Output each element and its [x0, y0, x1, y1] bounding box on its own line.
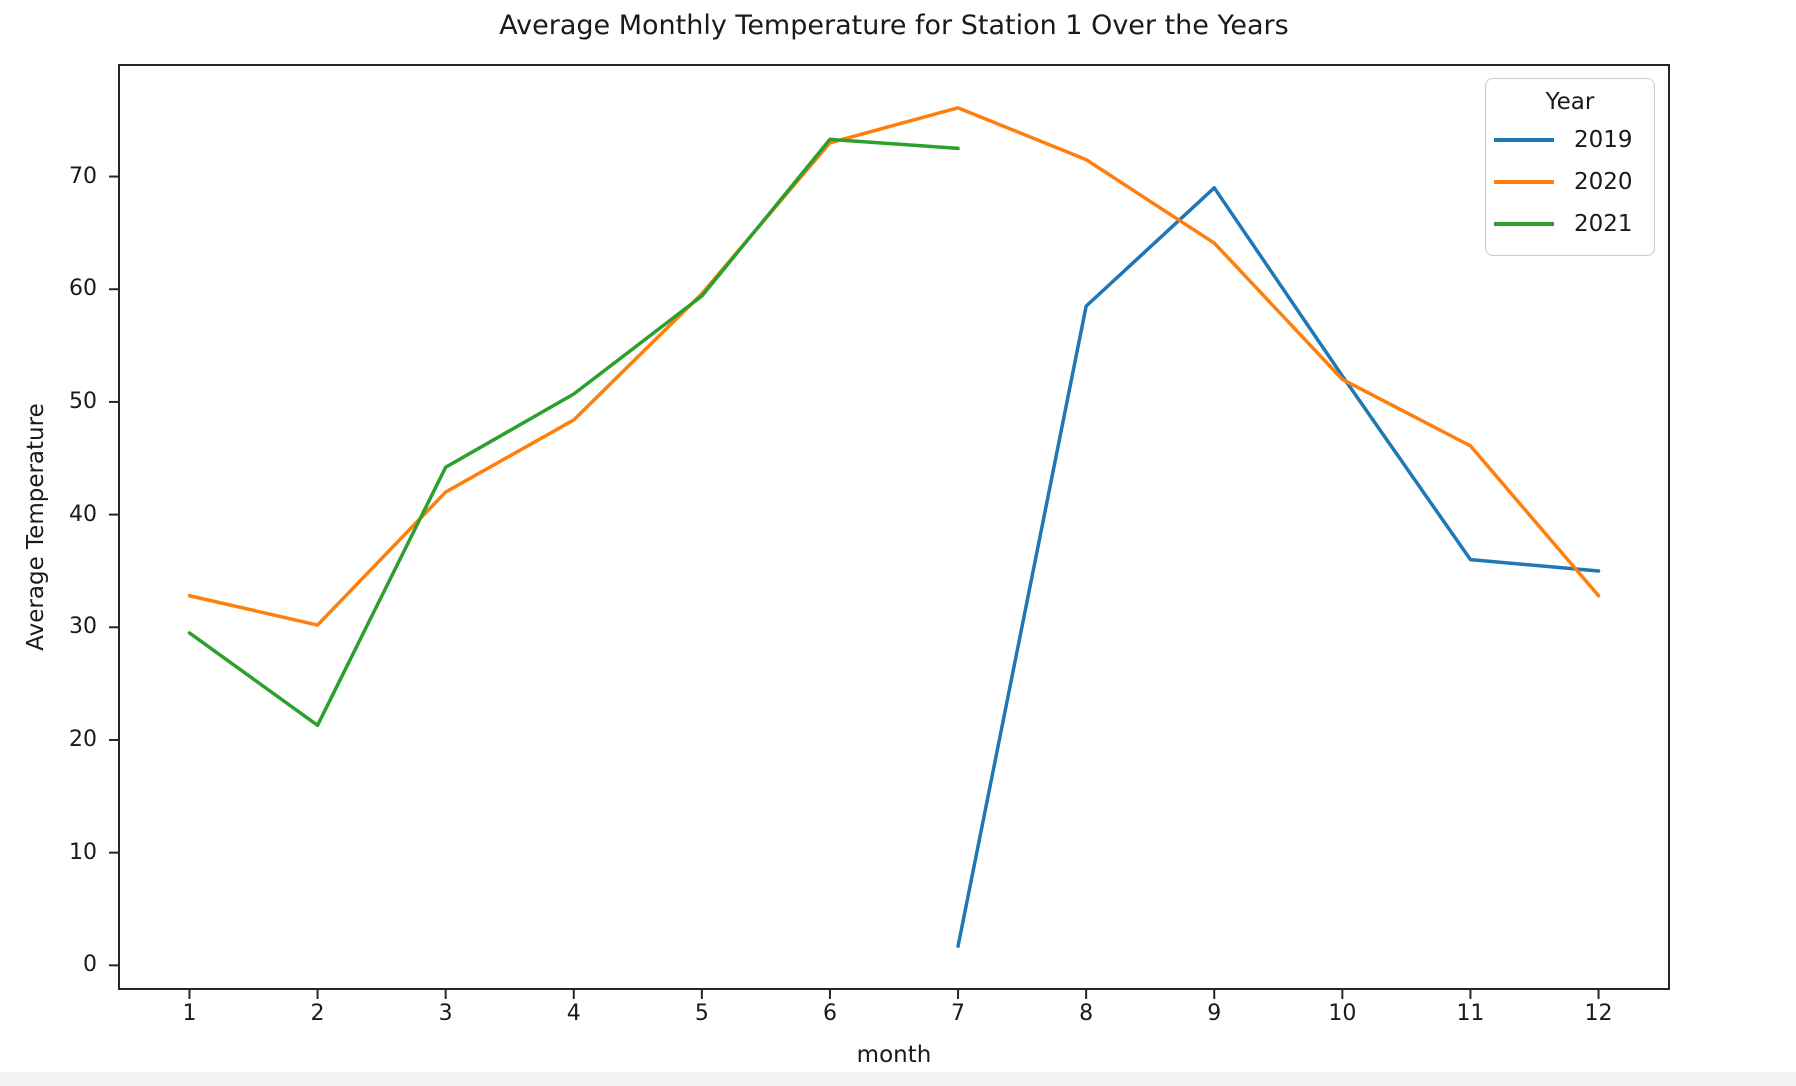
x-tick-label: 10	[1328, 1001, 1357, 1026]
line-2020	[187, 106, 1601, 627]
x-tick-label: 11	[1456, 1001, 1485, 1026]
line-2021	[187, 137, 960, 728]
y-tick-label: 60	[69, 276, 97, 302]
x-tick-label: 7	[951, 1001, 966, 1026]
x-tick-label: 4	[566, 1001, 581, 1026]
legend: Year 2019 2020 2021	[1485, 78, 1655, 256]
x-tick-label: 6	[822, 1001, 837, 1026]
x-tick-label: 8	[1079, 1001, 1094, 1026]
y-tick-label: 70	[69, 163, 97, 189]
plot-border	[118, 64, 1670, 990]
legend-entry-2020: 2020	[1486, 161, 1654, 203]
legend-title: Year	[1545, 89, 1595, 115]
window-bottom-strip	[0, 1072, 1796, 1086]
x-tick-label: 2	[310, 1001, 325, 1026]
x-axis-label: month	[856, 1042, 932, 1068]
legend-line-swatch	[1494, 222, 1554, 226]
x-tick-label: 3	[438, 1001, 453, 1026]
y-tick-label: 30	[69, 614, 97, 640]
y-tick-label: 0	[83, 952, 97, 978]
legend-entry-2019: 2019	[1486, 119, 1654, 161]
x-tick-label: 12	[1584, 1001, 1613, 1026]
x-tick-label: 9	[1207, 1001, 1222, 1026]
x-tick-label: 1	[182, 1001, 197, 1026]
y-tick-label: 20	[69, 726, 97, 752]
y-tick-label: 10	[69, 839, 97, 865]
legend-entry-label: 2019	[1574, 127, 1633, 153]
y-tick-label: 50	[69, 388, 97, 414]
legend-entry-2021: 2021	[1486, 203, 1654, 245]
legend-entry-label: 2021	[1574, 211, 1633, 237]
line-2019	[956, 186, 1601, 948]
y-tick-label: 40	[69, 501, 97, 527]
legend-line-swatch	[1494, 138, 1554, 142]
legend-line-swatch	[1494, 180, 1554, 184]
legend-entries: 2019 2020 2021	[1486, 119, 1654, 245]
x-tick-label: 5	[694, 1001, 709, 1026]
legend-entry-label: 2020	[1574, 169, 1633, 195]
chart-title: Average Monthly Temperature for Station …	[499, 10, 1289, 41]
